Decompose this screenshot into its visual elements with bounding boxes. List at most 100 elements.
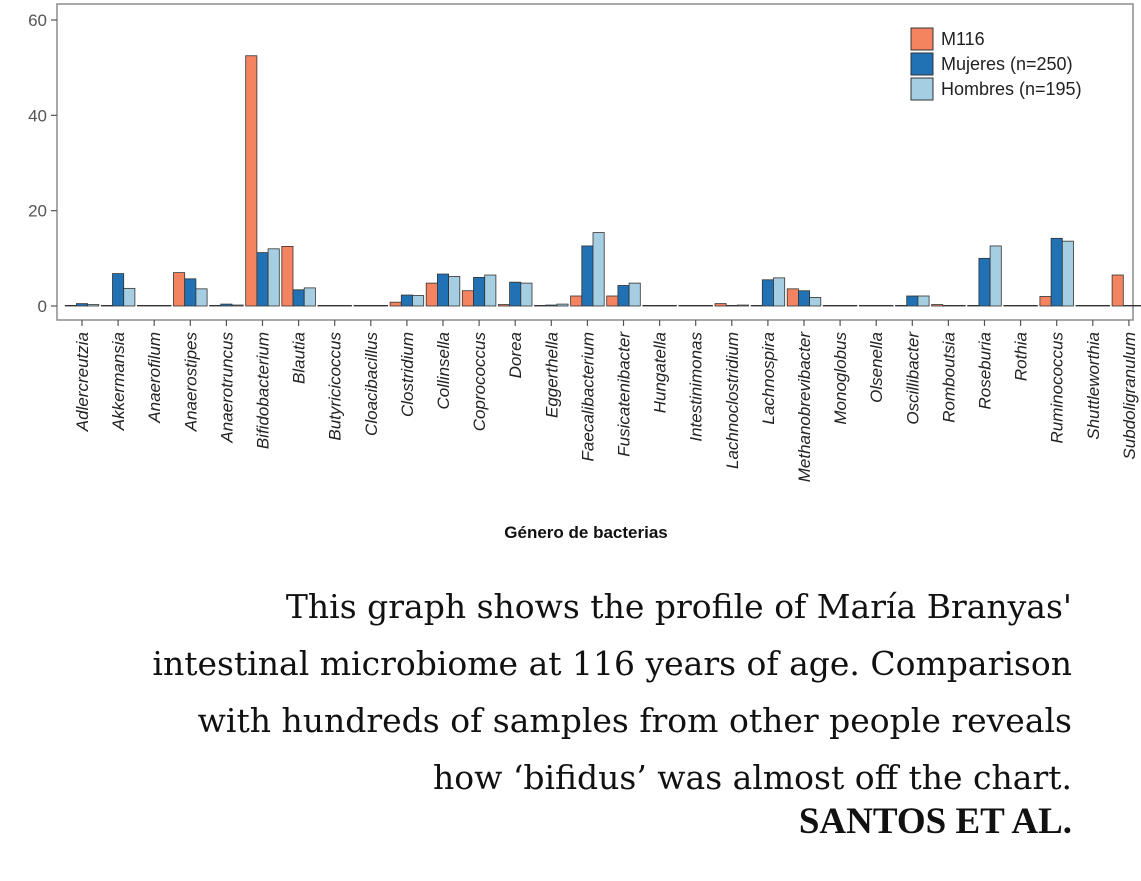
x-tick-label: Lachnospira — [759, 332, 778, 425]
caption-line: This graph shows the profile of María Br… — [285, 587, 1072, 626]
bar-2 — [267, 248, 280, 307]
bar-1 — [834, 304, 847, 307]
bar-0 — [136, 304, 149, 307]
bar-1 — [473, 276, 486, 307]
bar-2 — [1098, 304, 1111, 307]
bar-1 — [1086, 304, 1099, 307]
bar-2 — [484, 274, 497, 307]
figure-credit: SANTOS ET AL. — [798, 801, 1072, 842]
x-tick-label: Lachnoclostridium — [723, 332, 742, 469]
bar-2 — [989, 245, 1002, 307]
x-tick-label: Ruminococcus — [1048, 332, 1067, 444]
y-tick-label: 20 — [28, 202, 47, 221]
bar-2 — [520, 282, 533, 307]
bar-0 — [353, 304, 366, 307]
bar-1 — [942, 304, 955, 307]
bar-1 — [328, 304, 341, 307]
y-tick-label: 0 — [38, 297, 47, 316]
x-tick-label: Anaerostipes — [181, 332, 200, 433]
bar-2 — [123, 287, 136, 307]
x-axis-label: Género de bacterias — [504, 523, 667, 542]
bar-0 — [786, 288, 799, 307]
bar-1 — [256, 252, 269, 307]
bacteria-bar-chart: 0 20 40 60 Adlercreutzia Akkermansia Anaerofil… — [28, 3, 1141, 542]
bar-1 — [653, 304, 666, 307]
bar-2 — [917, 295, 930, 307]
bar-2 — [375, 304, 388, 307]
x-tick-label: Intestinimonas — [687, 332, 706, 442]
bar-0 — [1003, 304, 1016, 307]
bar-2 — [700, 304, 713, 307]
bar-2 — [556, 303, 569, 307]
bar-2 — [303, 287, 316, 307]
bar-1 — [148, 304, 161, 307]
bar-0 — [64, 304, 77, 307]
legend: M116 Mujeres (n=250) Hombres (n=195) — [910, 27, 1082, 101]
bar-0 — [895, 304, 908, 307]
caption-line: intestinal microbiome at 116 years of ag… — [152, 644, 1072, 683]
bar-2 — [664, 304, 677, 307]
x-tick-label: Rothia — [1012, 332, 1031, 381]
bar-0 — [714, 303, 727, 307]
legend-entry: M116 — [941, 29, 985, 49]
bar-2 — [412, 295, 425, 307]
legend-swatch — [910, 27, 934, 51]
caption-line: how ‘bifidus’ was almost off the chart. — [432, 758, 1072, 797]
bar-2 — [1134, 304, 1141, 307]
bar-0 — [822, 304, 835, 307]
bar-1 — [617, 285, 630, 307]
legend-swatch — [910, 77, 934, 101]
bar-1 — [220, 303, 233, 307]
bar-2 — [1061, 240, 1074, 307]
x-tick-label: Dorea — [506, 332, 525, 378]
bar-2 — [809, 297, 822, 307]
bar-1 — [798, 290, 811, 307]
bar-2 — [448, 276, 461, 307]
bar-0 — [209, 304, 222, 307]
legend-entry: Mujeres (n=250) — [941, 54, 1073, 74]
x-tick-label: Coprococcus — [470, 332, 489, 432]
x-tick-label: Oscillibacter — [903, 331, 922, 425]
bar-1 — [761, 279, 774, 307]
bar-0 — [497, 304, 510, 307]
bar-1 — [509, 281, 522, 307]
x-tick-label: Bifidobacterium — [254, 332, 273, 449]
bar-2 — [953, 304, 966, 307]
bar-1 — [978, 257, 991, 307]
bar-2 — [592, 232, 605, 307]
legend-entry: Hombres (n=195) — [941, 79, 1082, 99]
bar-0 — [317, 304, 330, 307]
bar-0 — [967, 304, 980, 307]
bar-0 — [1075, 304, 1088, 307]
x-tick-label: Roseburia — [976, 332, 995, 410]
x-tick-label: Olsenella — [867, 332, 886, 403]
x-tick-label: Butyricicoccus — [326, 332, 345, 441]
bar-0 — [1039, 296, 1052, 307]
bar-1 — [870, 304, 883, 307]
bar-1 — [292, 289, 305, 307]
y-tick-label: 60 — [28, 11, 47, 30]
bar-0 — [245, 55, 258, 307]
bar-0 — [931, 304, 944, 307]
bar-0 — [1111, 274, 1124, 307]
bar-2 — [628, 282, 641, 307]
bar-1 — [364, 304, 377, 307]
bar-2 — [881, 304, 894, 307]
x-tick-label: Fusicatenibacter — [615, 331, 634, 457]
bar-0 — [425, 282, 438, 307]
bar-0 — [570, 295, 583, 307]
x-tick-label: Akkermansia — [109, 332, 128, 431]
legend-swatch — [910, 52, 934, 76]
bar-1 — [1122, 304, 1135, 307]
x-tick-label: Collinsella — [434, 332, 453, 409]
x-tick-label: Blautia — [290, 332, 309, 384]
x-tick-label: Anaerofilum — [145, 332, 164, 424]
x-tick-label: Clostridium — [398, 332, 417, 417]
bar-0 — [100, 304, 113, 307]
bar-2 — [773, 277, 786, 307]
bar-0 — [389, 301, 402, 307]
bar-0 — [606, 295, 619, 307]
bar-1 — [436, 273, 449, 307]
x-tick-label: Eggerthella — [542, 332, 561, 418]
caption-line: with hundreds of samples from other peop… — [197, 701, 1072, 740]
